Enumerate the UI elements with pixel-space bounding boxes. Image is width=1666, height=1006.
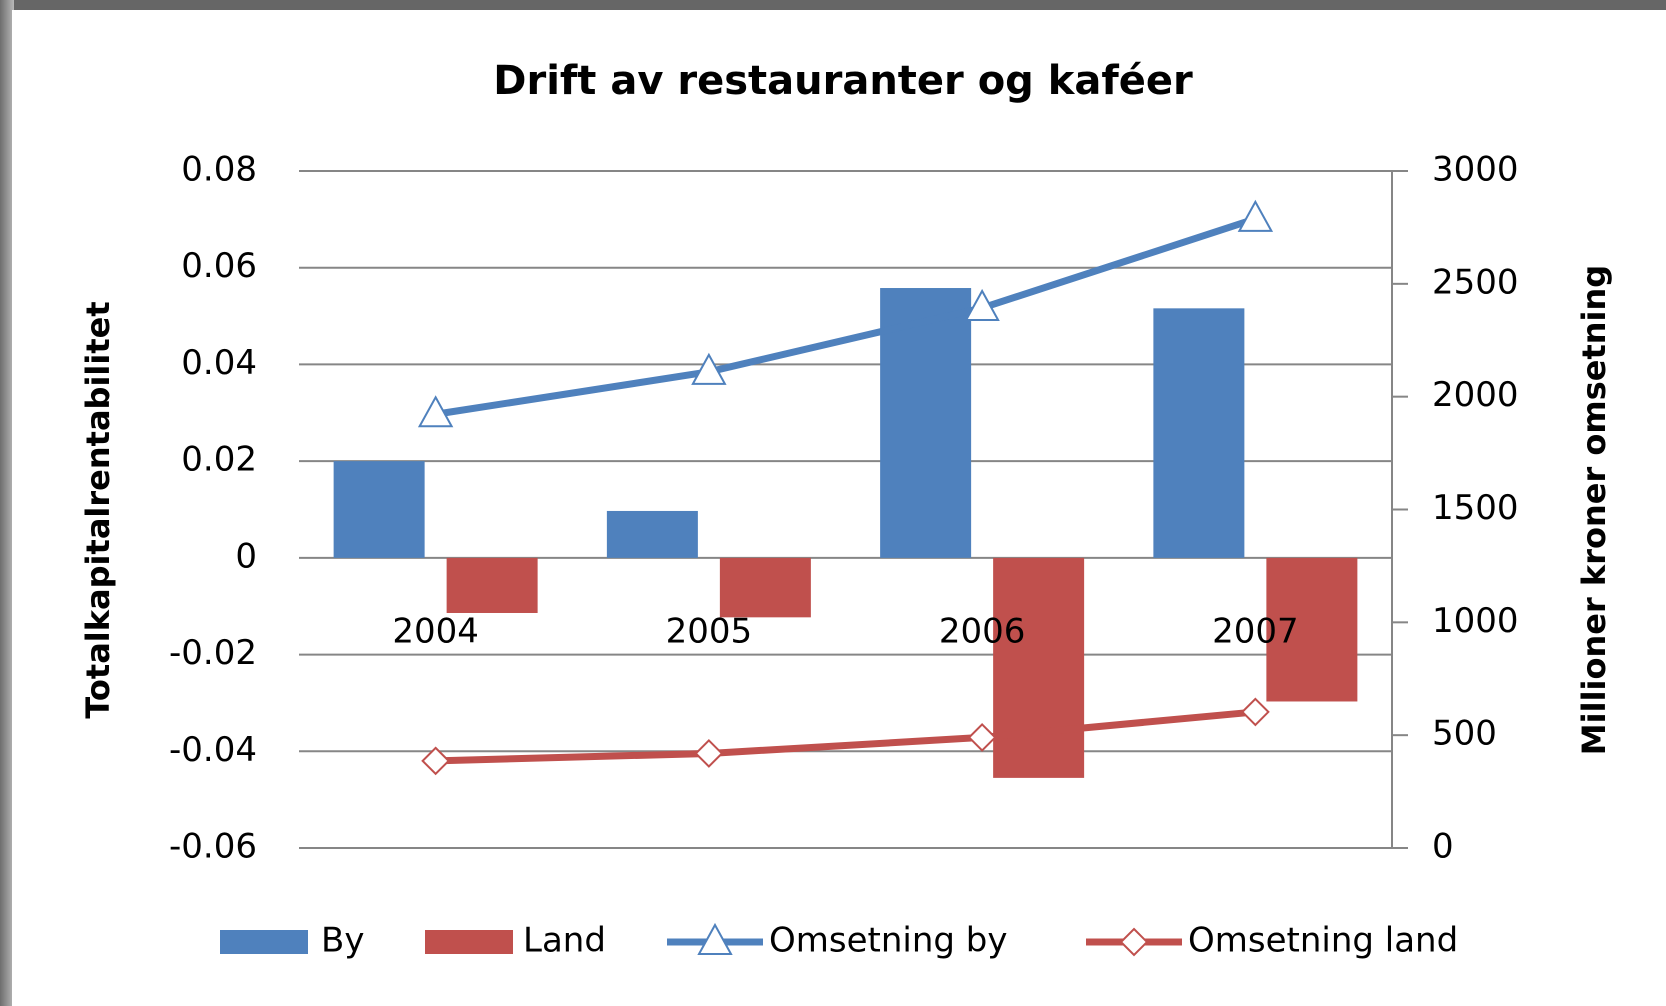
bar [719,557,811,618]
bar [333,461,425,558]
y-tick-label: 0 [235,536,257,576]
marker [964,288,1000,321]
x-tick-label: 2005 [666,611,753,651]
y-tick-label: 0.06 [181,246,257,286]
bar [993,557,1085,778]
y2-axis-title: Millioner kroner omsetning [1575,265,1613,755]
marker [691,352,727,385]
x-tick-label: 2006 [939,611,1026,651]
legend-label: Land [523,921,606,961]
y2-tick-label: 1000 [1432,601,1519,641]
bar [880,288,972,558]
y2-tick-label: 500 [1432,714,1497,754]
legend-swatch [425,930,513,954]
y-tick-label: -0.06 [169,827,257,867]
y-tick-label: -0.04 [169,730,257,770]
bar [446,557,538,613]
legend-label: Omsetning land [1188,921,1458,961]
legend-swatch [220,930,308,954]
chart-area [12,10,1666,1006]
bar [1266,557,1358,702]
y-tick-label: -0.02 [169,633,257,673]
marker [1237,199,1274,232]
y-tick-label: 0.08 [181,150,257,190]
y2-tick-label: 2000 [1432,375,1519,415]
y2-tick-label: 3000 [1432,150,1519,190]
legend-marker [1119,927,1149,957]
y2-tick-label: 0 [1432,827,1454,867]
marker [694,739,724,768]
bar [606,510,698,558]
legend-label: Omsetning by [769,921,1007,961]
y-tick-label: 0.04 [181,343,257,383]
chart-title: Drift av restauranter og kaféer [493,58,1193,104]
marker [417,395,454,428]
bar [1153,308,1245,558]
marker [1240,697,1270,727]
y2-tick-label: 1500 [1432,488,1519,528]
marker [967,723,997,752]
line [435,215,1257,418]
legend-marker [697,922,733,955]
y-tick-label: 0.02 [181,440,257,480]
marker [421,746,451,776]
frame-left [0,0,14,1006]
x-tick-label: 2004 [392,611,479,651]
legend-label: By [321,921,364,961]
line [435,708,1256,765]
y-axis-title: Totalkapitalrentabilitet [79,301,117,718]
y2-tick-label: 2500 [1432,262,1519,302]
x-tick-label: 2007 [1212,611,1299,651]
